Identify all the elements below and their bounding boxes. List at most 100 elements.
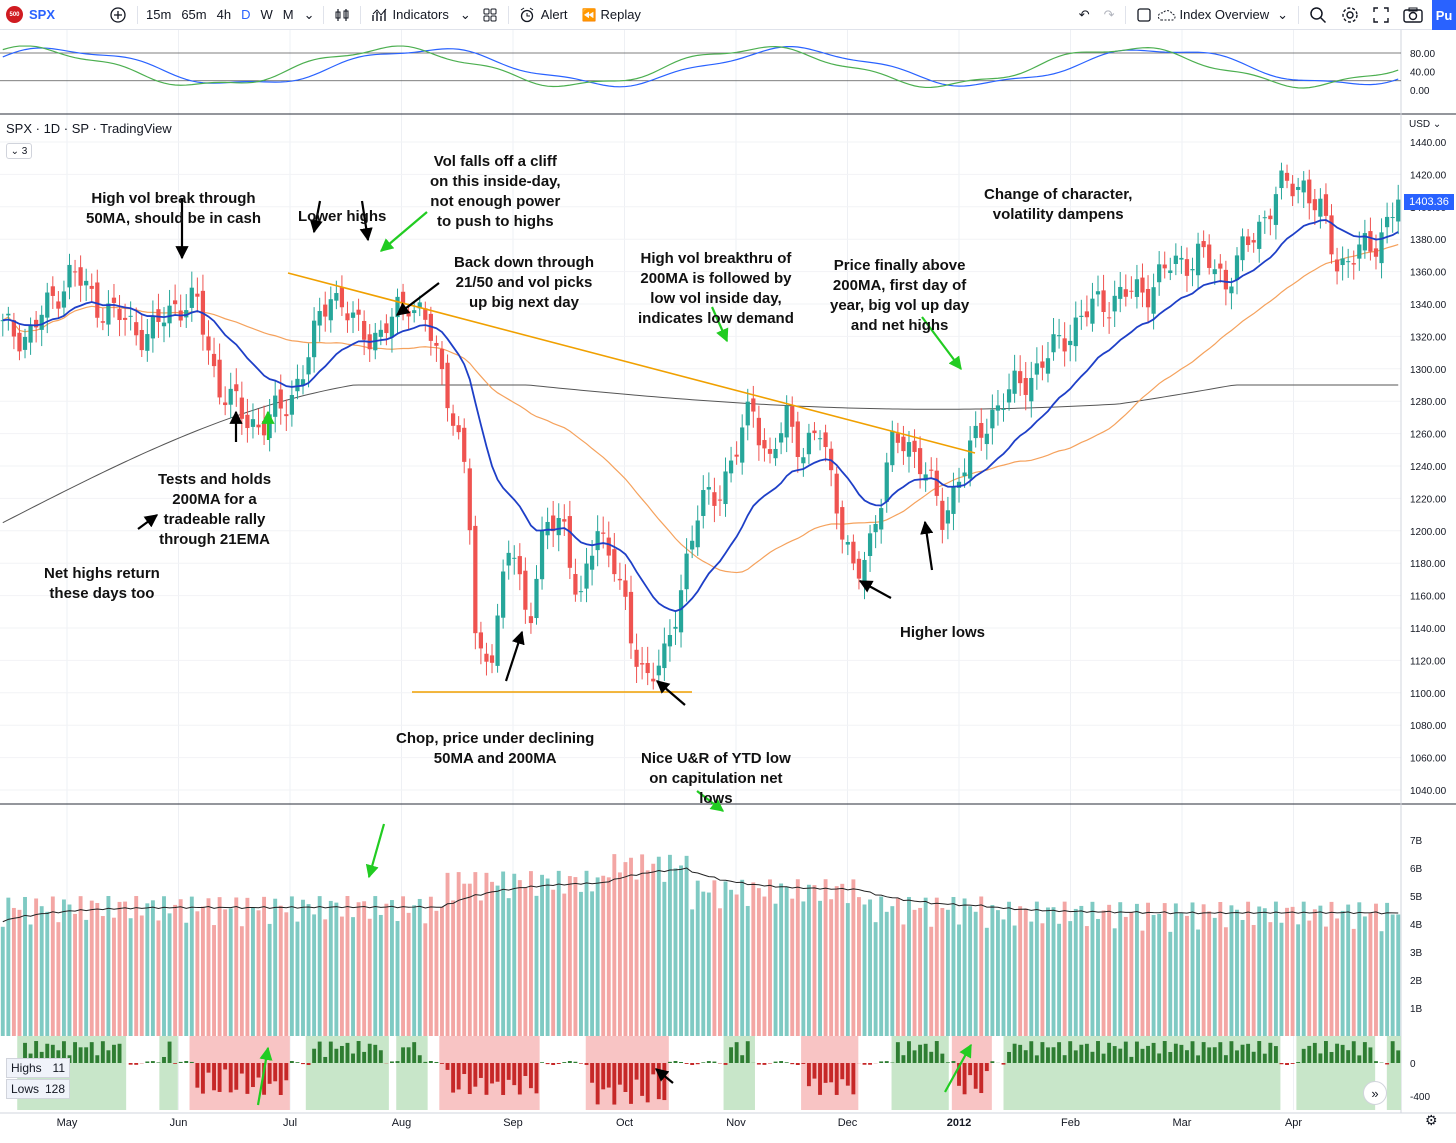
layout-label: Index Overview	[1179, 7, 1270, 22]
volume-bar	[234, 897, 239, 1036]
net-lows-bar	[495, 1063, 500, 1082]
net-highs-bar	[50, 1044, 55, 1063]
net-lows-bar	[645, 1063, 650, 1103]
interval-dropdown[interactable]: ⌄	[299, 0, 320, 30]
volume-bar	[595, 877, 600, 1036]
net-lows-bar	[306, 1063, 311, 1065]
down-candle	[156, 309, 161, 322]
templates-button[interactable]	[475, 0, 505, 30]
down-candle	[356, 309, 361, 315]
down-candle	[1312, 199, 1317, 211]
net-highs-bar	[295, 1062, 300, 1063]
up-candle	[923, 474, 928, 481]
replay-button[interactable]: ⏪ Replay	[575, 0, 648, 30]
net-highs-bar	[156, 1062, 161, 1063]
symbol-search[interactable]: SPX	[29, 7, 56, 22]
alert-button[interactable]: Alert	[512, 0, 575, 30]
chart-settings-button[interactable]: ⚙	[1425, 1112, 1438, 1129]
up-candle	[667, 635, 673, 647]
interval-65m[interactable]: 65m	[181, 7, 207, 22]
snapshot-button[interactable]	[1396, 0, 1430, 30]
fullscreen-button[interactable]	[1366, 0, 1396, 30]
redo-button[interactable]: ↷	[1097, 0, 1122, 30]
volume-bar	[945, 909, 950, 1036]
up-candle	[906, 442, 912, 457]
undo-button[interactable]: ↶	[1072, 0, 1097, 30]
interval-d[interactable]: D	[241, 7, 251, 22]
volume-tick-label: 5B	[1410, 892, 1423, 903]
up-candle	[1257, 221, 1262, 249]
net-highs-bar	[990, 1061, 995, 1063]
up-candle	[61, 291, 67, 308]
net-highs-zone	[1003, 1036, 1281, 1110]
net-lows-bar	[512, 1063, 517, 1086]
volume-bar	[773, 903, 778, 1036]
sma50-line	[2, 243, 1399, 574]
volume-bar	[645, 870, 650, 1036]
volume-bar	[100, 916, 105, 1036]
up-candle	[1006, 389, 1012, 403]
interval-15m[interactable]: 15m	[146, 7, 172, 22]
interval-4h[interactable]: 4h	[216, 7, 232, 22]
net-highs-bar	[1201, 1042, 1206, 1063]
net-highs-bar	[328, 1041, 333, 1063]
net-highs-bar	[1012, 1043, 1017, 1063]
volume-bar	[1290, 906, 1295, 1036]
down-candle	[111, 297, 117, 303]
interval-w[interactable]: W	[260, 7, 273, 22]
layout-select[interactable]: Index Overview ⌄	[1129, 0, 1296, 30]
settings-button[interactable]	[1334, 0, 1366, 30]
up-candle	[589, 555, 595, 570]
volume-tick-label: 2B	[1410, 976, 1423, 987]
up-candle	[150, 315, 155, 339]
volume-bar	[50, 896, 55, 1036]
square-icon	[1136, 7, 1151, 22]
net-highs-bar	[1157, 1053, 1162, 1063]
volume-bar	[706, 892, 711, 1036]
net-lows-bar	[818, 1063, 822, 1095]
net-lows-bar	[957, 1063, 961, 1086]
net-lows-bar	[723, 1063, 728, 1065]
annotation-high-vol-breakthru: High vol breakthru of 200MA is followed …	[638, 250, 794, 327]
scroll-to-realtime-button[interactable]: »	[1363, 1081, 1387, 1105]
down-candle	[362, 320, 367, 340]
volume-bar	[267, 923, 272, 1036]
net-lows-bar	[868, 1063, 873, 1065]
chart-type-button[interactable]	[327, 0, 357, 30]
publish-button[interactable]: Pu	[1432, 0, 1456, 30]
volume-bar	[223, 909, 228, 1036]
volume-bar	[818, 900, 822, 1036]
indicators-dropdown[interactable]: ⌄	[456, 0, 475, 30]
legend-collapse-button[interactable]: ⌄ 3	[6, 143, 32, 159]
volume-bar	[884, 911, 889, 1036]
net-highs-bar	[1179, 1044, 1184, 1063]
down-candle	[1218, 263, 1223, 269]
net-lows-bar	[640, 1063, 645, 1096]
compare-button[interactable]	[102, 0, 134, 30]
volume-bar	[834, 886, 839, 1036]
up-candle	[545, 521, 550, 536]
axes: 1440.001420.001400.001380.001360.001340.…	[57, 49, 1447, 1129]
volume-bar	[1240, 919, 1245, 1036]
net-lows-bar	[834, 1063, 839, 1095]
volume-bar	[173, 904, 178, 1036]
annotation-arrow	[309, 200, 323, 234]
up-candle	[973, 425, 978, 439]
volume-bar	[934, 897, 939, 1036]
up-candle	[690, 540, 695, 550]
down-candle	[1023, 378, 1028, 395]
volume-bar	[1023, 908, 1028, 1036]
net-highs-bar	[428, 1061, 433, 1063]
currency-label[interactable]: USD ⌄	[1409, 119, 1442, 130]
net-highs-bar	[1212, 1047, 1217, 1063]
volume-bar	[184, 922, 189, 1036]
volume-bar	[61, 899, 66, 1036]
search-button[interactable]	[1302, 0, 1334, 30]
up-candle	[128, 315, 133, 317]
volume-bar	[490, 881, 494, 1036]
chart-canvas[interactable]: 1440.001420.001400.001380.001360.001340.…	[0, 30, 1456, 1143]
up-candle	[0, 320, 5, 322]
indicators-button[interactable]: Indicators	[364, 0, 456, 30]
interval-m[interactable]: M	[282, 7, 294, 22]
time-tick-label: Oct	[616, 1117, 633, 1129]
